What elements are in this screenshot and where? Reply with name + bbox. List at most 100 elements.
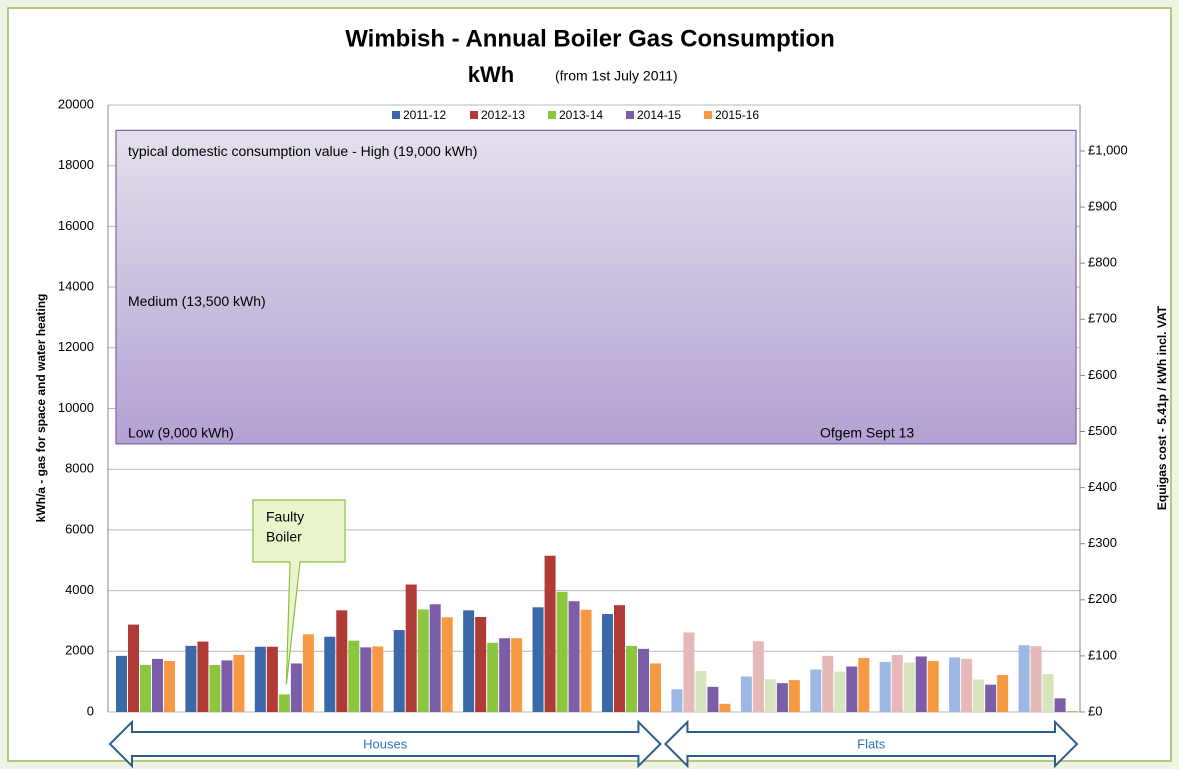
bar: [707, 686, 719, 712]
bar: [752, 641, 764, 712]
y2-tick-label: £700: [1088, 311, 1117, 326]
bar: [671, 689, 683, 712]
bar: [405, 584, 417, 712]
legend-label: 2013-14: [559, 108, 603, 122]
bar: [846, 666, 858, 712]
bar: [810, 669, 822, 712]
bar: [973, 679, 985, 712]
bar: [638, 648, 649, 712]
legend-swatch: [626, 111, 634, 119]
bar: [152, 658, 163, 712]
group-label: Houses: [363, 736, 408, 751]
bar: [834, 671, 846, 712]
y2-tick-label: £100: [1088, 647, 1117, 662]
bar: [463, 610, 475, 712]
band-label: Medium (13,500 kWh): [128, 293, 266, 309]
bar: [197, 641, 209, 712]
bar: [324, 636, 336, 712]
bar: [568, 601, 580, 712]
bar: [776, 683, 788, 712]
bar: [128, 624, 139, 712]
bar: [580, 609, 592, 712]
bar: [891, 654, 903, 712]
y2-tick-label: £600: [1088, 367, 1117, 382]
bar: [879, 661, 891, 712]
bar: [858, 657, 870, 712]
legend-label: 2012-13: [481, 108, 525, 122]
bar: [209, 664, 221, 712]
y2-tick-label: £500: [1088, 423, 1117, 438]
legend-swatch: [548, 111, 556, 119]
bar: [441, 617, 453, 712]
bar: [719, 703, 731, 712]
bar: [290, 663, 302, 712]
legend-label: 2011-12: [403, 108, 446, 122]
bar: [185, 645, 197, 712]
bar: [254, 646, 266, 712]
y2-tick-label: £300: [1088, 535, 1117, 550]
y-tick-label: 6000: [65, 521, 94, 536]
bar: [602, 613, 613, 712]
bar: [985, 684, 997, 712]
bar: [393, 630, 405, 712]
band-label: typical domestic consumption value - Hig…: [128, 143, 477, 159]
y2-axis-label: Equigas cost - 5.41p / kWh incl. VAT: [1155, 305, 1169, 510]
bar: [429, 604, 441, 712]
bar: [544, 555, 556, 712]
bar: [278, 694, 290, 712]
bar: [1018, 645, 1030, 712]
bar: [336, 610, 348, 712]
bar: [348, 640, 360, 712]
y-tick-label: 0: [87, 703, 94, 718]
legend-swatch: [470, 111, 478, 119]
legend-swatch: [392, 111, 400, 119]
bar: [475, 617, 487, 712]
y-tick-label: 20000: [58, 96, 94, 111]
bar: [614, 605, 625, 712]
group-arrow: [664, 719, 1079, 769]
bar: [740, 676, 752, 712]
bar: [556, 591, 568, 712]
y-axis-label: kWh/a - gas for space and water heating: [34, 294, 48, 523]
y2-tick-label: £800: [1088, 255, 1117, 270]
legend-label: 2014-15: [637, 108, 681, 122]
legend-label: 2015-16: [715, 108, 759, 122]
y2-tick-label: £400: [1088, 479, 1117, 494]
y-tick-label: 16000: [58, 218, 94, 233]
bar: [788, 680, 800, 712]
y2-tick-label: £1,000: [1088, 142, 1128, 157]
band-label: Low (9,000 kWh): [128, 425, 234, 441]
bar: [266, 646, 278, 712]
group-label: Flats: [857, 736, 886, 751]
chart-subtitle: kWh: [468, 62, 514, 87]
bar: [511, 638, 523, 712]
bar: [1054, 698, 1066, 712]
y-tick-label: 14000: [58, 279, 94, 294]
band-source: Ofgem Sept 13: [820, 425, 914, 441]
y-tick-label: 12000: [58, 339, 94, 354]
y2-tick-label: £200: [1088, 591, 1117, 606]
bar: [532, 607, 544, 712]
bar: [116, 655, 127, 712]
y2-tick-label: £0: [1088, 703, 1102, 718]
bar: [927, 661, 939, 712]
bar: [626, 645, 637, 712]
bar: [302, 634, 314, 712]
bar: [140, 664, 151, 712]
bar: [233, 654, 245, 712]
bar: [372, 646, 384, 712]
consumption-band: [115, 129, 1077, 445]
bar: [417, 609, 429, 712]
y-tick-label: 4000: [65, 582, 94, 597]
bar: [949, 657, 961, 712]
y2-tick-label: £900: [1088, 199, 1117, 214]
callout-text: Faulty: [266, 509, 304, 525]
bar: [487, 642, 499, 712]
subtitle-note: (from 1st July 2011): [555, 68, 678, 84]
bar: [221, 660, 233, 712]
bar: [997, 674, 1009, 712]
y-tick-label: 8000: [65, 461, 94, 476]
bar: [650, 663, 661, 712]
bar: [1030, 646, 1042, 712]
